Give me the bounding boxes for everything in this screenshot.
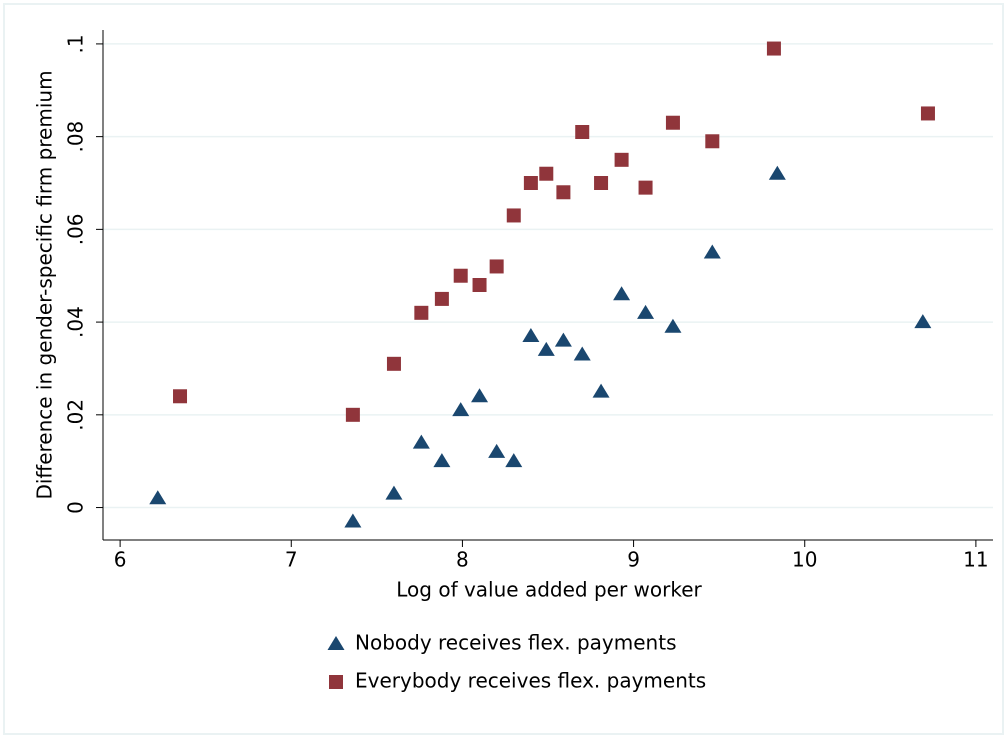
y-tick-label: .08 <box>64 121 88 153</box>
point <box>594 176 609 190</box>
point <box>664 318 682 333</box>
point <box>412 434 430 449</box>
point <box>472 278 487 292</box>
y-tick-label: 0 <box>64 501 88 514</box>
point <box>613 286 631 301</box>
y-tick-label: .02 <box>64 399 88 431</box>
point <box>539 166 554 181</box>
point <box>344 513 362 528</box>
point <box>471 388 489 403</box>
point <box>386 356 401 371</box>
point <box>452 402 470 417</box>
point <box>637 304 655 319</box>
point <box>703 244 721 259</box>
x-tick-label: 11 <box>963 548 988 572</box>
point <box>768 165 786 180</box>
point <box>345 407 360 422</box>
point <box>575 125 590 139</box>
point <box>149 490 167 505</box>
legend-label: Nobody receives flex. payments <box>355 631 677 655</box>
point <box>488 443 506 458</box>
legend-label: Everybody receives flex. payments <box>355 669 706 693</box>
frame <box>3 3 1004 735</box>
point <box>522 328 540 342</box>
point <box>489 259 504 274</box>
point <box>453 268 468 283</box>
point <box>433 453 451 468</box>
point <box>614 152 629 167</box>
x-tick-label: 10 <box>792 548 817 572</box>
point <box>556 185 571 200</box>
point <box>554 332 572 347</box>
point <box>920 106 935 121</box>
point <box>537 341 555 356</box>
point <box>914 314 932 329</box>
y-tick-label: .04 <box>64 306 88 338</box>
point <box>705 134 720 149</box>
point <box>573 346 591 361</box>
x-tick-label: 8 <box>456 548 469 572</box>
point <box>414 305 429 320</box>
x-tick-label: 7 <box>285 548 298 572</box>
x-tick-label: 6 <box>114 548 127 572</box>
point <box>592 383 610 398</box>
x-tick-label: 9 <box>627 548 640 572</box>
point <box>638 180 653 195</box>
point <box>434 291 449 306</box>
y-tick-label: .1 <box>64 34 88 53</box>
y-tick-label: .06 <box>64 213 88 245</box>
point <box>766 41 781 56</box>
point <box>173 389 188 404</box>
point <box>505 453 523 468</box>
legend-marker <box>327 636 345 650</box>
point <box>385 485 403 500</box>
point <box>665 115 680 130</box>
legend-marker <box>329 675 343 689</box>
point <box>523 176 538 190</box>
x-axis-label: Log of value added per worker <box>396 578 702 602</box>
y-axis-label: Difference in gender-specific firm premi… <box>33 70 57 499</box>
point <box>506 208 521 223</box>
